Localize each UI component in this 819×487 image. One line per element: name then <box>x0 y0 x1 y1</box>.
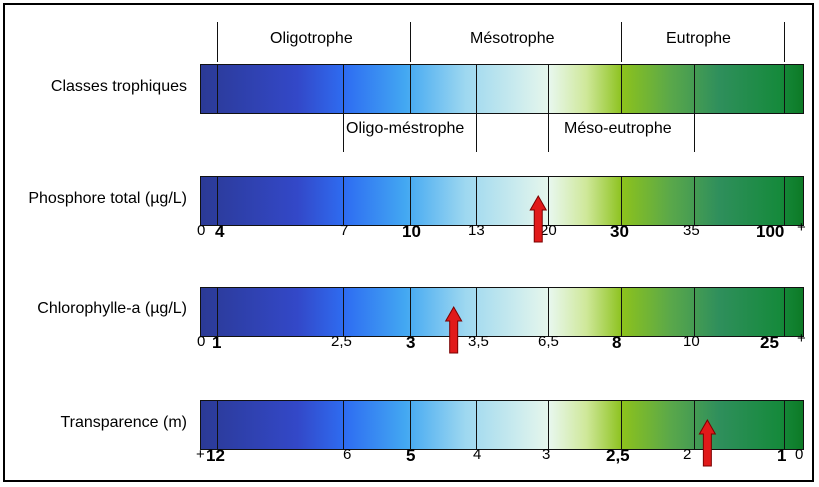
mid-divider <box>694 114 695 152</box>
bar-divider <box>548 400 549 450</box>
row-label-chlorophylle: Chlorophylle-a (µg/L) <box>37 300 187 317</box>
class-oligotrophe: Oligotrophe <box>270 30 353 47</box>
tick-label: 10 <box>402 222 421 241</box>
bar-divider <box>476 400 477 450</box>
bar-divider <box>784 176 785 226</box>
bar-divider <box>343 287 344 337</box>
class-eutrophe: Eutrophe <box>666 30 731 47</box>
bar-divider <box>343 176 344 226</box>
tick-label: 4 <box>215 222 225 241</box>
bar-divider <box>548 64 549 114</box>
bar-divider <box>548 176 549 226</box>
bar-divider <box>410 176 411 226</box>
tick-label: 0 <box>197 222 206 239</box>
bar-divider <box>343 400 344 450</box>
tick-label: 2,5 <box>606 446 630 465</box>
gradient-bar-classes <box>200 64 804 114</box>
tick-label: + <box>196 446 205 463</box>
bar-divider <box>217 287 218 337</box>
bar-divider <box>217 64 218 114</box>
tick-label: 3,5 <box>468 333 489 350</box>
bar-divider <box>410 400 411 450</box>
tick-label: 0 <box>795 446 804 463</box>
tick-label: 4 <box>473 446 482 463</box>
bar-divider <box>343 64 344 114</box>
bar-divider <box>410 287 411 337</box>
tick-label: + <box>797 330 806 347</box>
tick-label: 12 <box>206 446 225 465</box>
tick-label: 6 <box>343 446 352 463</box>
class-oligo-mesotrophe: Oligo-méstrophe <box>346 120 465 137</box>
tick-label: 8 <box>612 333 622 352</box>
bar-divider <box>621 287 622 337</box>
bar-divider <box>476 287 477 337</box>
tick-label: 1 <box>212 333 222 352</box>
tick-label: + <box>797 219 806 236</box>
tick-label: 25 <box>760 333 779 352</box>
bar-divider <box>621 176 622 226</box>
row-label-transparence: Transparence (m) <box>60 414 187 431</box>
tick-label: 3 <box>406 333 416 352</box>
bar-divider <box>548 287 549 337</box>
mid-divider <box>476 114 477 152</box>
tick-label: 2,5 <box>331 333 352 350</box>
tick-label: 6,5 <box>538 333 559 350</box>
row-label-phosphore: Phosphore total (µg/L) <box>28 190 187 207</box>
bar-divider <box>694 64 695 114</box>
tick-label: 3 <box>542 446 551 463</box>
bar-divider <box>784 287 785 337</box>
mid-divider <box>548 114 549 152</box>
tick-label: 7 <box>340 222 349 239</box>
tick-label: 35 <box>683 222 700 239</box>
header-divider <box>784 22 785 62</box>
bar-divider <box>694 287 695 337</box>
bar-divider <box>217 400 218 450</box>
up-arrow-marker <box>529 194 548 243</box>
bar-divider <box>621 400 622 450</box>
gradient-bar-chlorophylle <box>200 287 804 337</box>
header-divider <box>410 22 411 62</box>
class-meso-eutrophe: Méso-eutrophe <box>564 120 672 137</box>
bar-divider <box>476 176 477 226</box>
bar-divider <box>784 64 785 114</box>
tick-label: 1 <box>777 446 787 465</box>
bar-divider <box>784 400 785 450</box>
bar-divider <box>476 64 477 114</box>
bar-divider <box>694 176 695 226</box>
bar-divider <box>621 64 622 114</box>
tick-label: 100 <box>756 222 785 241</box>
tick-label: 20 <box>540 222 557 239</box>
tick-label: 0 <box>197 333 206 350</box>
header-divider <box>217 22 218 62</box>
bar-divider <box>694 400 695 450</box>
gradient-bar-phosphore <box>200 176 804 226</box>
mid-divider <box>343 114 344 152</box>
tick-label: 30 <box>610 222 629 241</box>
tick-label: 13 <box>468 222 485 239</box>
tick-label: 10 <box>683 333 700 350</box>
up-arrow-marker <box>698 418 717 467</box>
class-mesotrophe: Mésotrophe <box>470 30 555 47</box>
tick-label: 5 <box>406 446 416 465</box>
row-label-classes: Classes trophiques <box>50 78 187 95</box>
bar-divider <box>410 64 411 114</box>
up-arrow-marker <box>444 305 463 354</box>
bar-divider <box>217 176 218 226</box>
header-divider <box>621 22 622 62</box>
tick-label: 2 <box>683 446 692 463</box>
